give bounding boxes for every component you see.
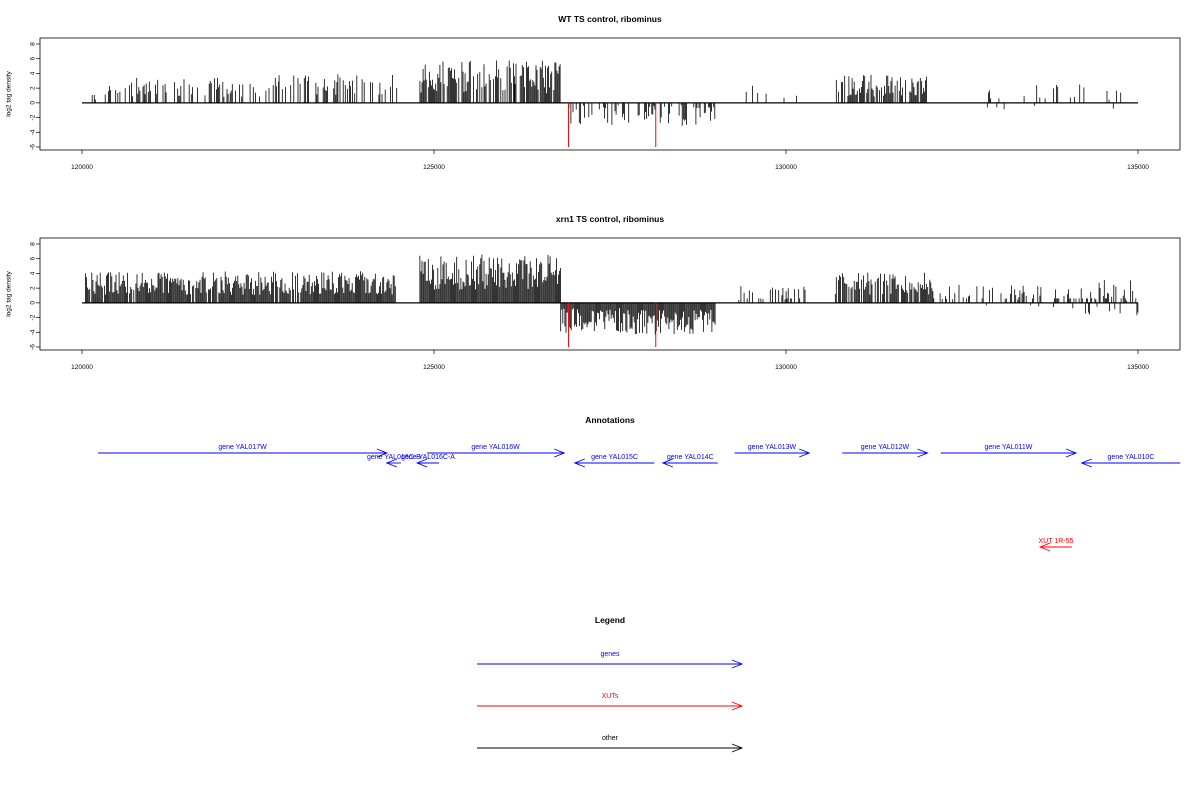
gene-annotation: gene YAL016W <box>426 444 566 458</box>
y-axis-label: log2 tag density <box>6 70 13 116</box>
legend-panel: Legend genes XUTs other <box>477 615 744 753</box>
annotations-title: Annotations <box>585 415 635 425</box>
y-tick-label: -4 <box>30 129 37 135</box>
annotation-arrowhead <box>415 458 428 468</box>
y-tick-label: 2 <box>30 86 37 90</box>
y-tick-label: 8 <box>30 42 37 46</box>
annotation-label: gene YAL016W <box>471 444 520 451</box>
y-tick-label: -2 <box>30 114 37 120</box>
annotation-arrowhead <box>917 448 929 458</box>
plot-frame <box>39 37 1181 151</box>
annotation-label: gene YAL013W <box>748 444 797 451</box>
annotation-label: XUT 1R-55 <box>1039 538 1074 545</box>
annotation-label: gene YAL017W <box>218 444 267 451</box>
gene-annotation: gene YAL017W <box>98 444 389 458</box>
legend-item: XUTs <box>477 693 744 711</box>
annotation-arrowhead <box>661 458 673 468</box>
annotation-arrowhead <box>1038 542 1051 552</box>
y-tick-label: 8 <box>30 242 37 246</box>
annotation-label: gene YAL014C <box>667 454 714 461</box>
legend-item: genes <box>477 651 744 669</box>
annotation-arrowhead <box>799 448 811 458</box>
y-tick-label: -6 <box>30 144 37 150</box>
track-panel: xrn1 TS control, ribominus -6 -4 -2 0 2 4 6 8 log… <box>6 214 1181 371</box>
coverage-bars <box>85 254 1139 335</box>
plot-frame <box>39 237 1181 351</box>
x-tick-label: 125000 <box>423 364 445 371</box>
gene-annotation: gene YAL015C <box>573 454 655 468</box>
panel-title: WT TS control, ribominus <box>558 14 662 24</box>
y-tick-label: 2 <box>30 286 37 290</box>
gene-annotation: gene YAL016C-A <box>401 454 455 468</box>
x-tick-label: 130000 <box>775 364 797 371</box>
x-tick-label: 120000 <box>71 164 93 171</box>
annotation-label: gene YAL016C-A <box>401 454 455 461</box>
legend-label: other <box>602 735 619 742</box>
y-tick-label: 0 <box>30 301 37 305</box>
gene-annotation: gene YAL010C <box>1080 454 1181 468</box>
annotation-label: gene YAL015C <box>591 454 638 461</box>
annotation-arrowhead <box>554 448 566 458</box>
track-panel: WT TS control, ribominus -6 -4 -2 0 2 4 6 8 log2 … <box>6 14 1181 171</box>
y-tick-label: 6 <box>30 57 37 61</box>
gene-annotation: gene YAL012W <box>842 444 929 458</box>
annotation-arrowhead <box>573 458 585 468</box>
legend-item: other <box>477 735 744 753</box>
annotation-arrowhead <box>1065 448 1078 458</box>
y-tick-label: 4 <box>30 271 37 275</box>
x-tick-label: 130000 <box>775 164 797 171</box>
legend-label: genes <box>600 651 620 658</box>
y-tick-label: 4 <box>30 71 37 75</box>
y-tick-label: 6 <box>30 257 37 261</box>
panel-title: xrn1 TS control, ribominus <box>556 214 664 224</box>
annotation-label: gene YAL012W <box>861 444 910 451</box>
x-tick-label: 135000 <box>1127 164 1149 171</box>
annotation-arrowhead <box>1080 458 1092 468</box>
gene-annotation: gene YAL011W <box>940 444 1078 458</box>
y-tick-label: 0 <box>30 101 37 105</box>
y-axis-label: log2 tag density <box>6 270 13 316</box>
legend-arrowhead <box>731 701 744 711</box>
legend-arrowhead <box>731 743 744 753</box>
gene-annotation: gene YAL014C <box>661 454 718 468</box>
gene-annotation: gene YAL016C-B <box>367 454 421 468</box>
annotation-arrowhead <box>385 458 397 468</box>
legend-arrowhead <box>731 659 744 669</box>
coverage-bars <box>91 60 1122 126</box>
gene-annotation: gene YAL013W <box>734 444 811 458</box>
track-panels: WT TS control, ribominus -6 -4 -2 0 2 4 6 8 log2 … <box>6 14 1181 371</box>
annotation-label: gene YAL016C-B <box>367 454 421 461</box>
x-tick-label: 120000 <box>71 364 93 371</box>
annotation-arrowhead <box>376 448 389 458</box>
annotation-label: gene YAL011W <box>985 444 1033 451</box>
annotation-label: gene YAL010C <box>1108 454 1155 461</box>
xut-annotation: XUT 1R-55 <box>1038 538 1074 552</box>
x-tick-label: 135000 <box>1127 364 1149 371</box>
y-tick-label: -6 <box>30 344 37 350</box>
y-tick-label: -4 <box>30 329 37 335</box>
y-tick-label: -2 <box>30 314 37 320</box>
legend-title: Legend <box>595 615 625 625</box>
x-tick-label: 125000 <box>423 164 445 171</box>
legend-label: XUTs <box>602 693 619 700</box>
